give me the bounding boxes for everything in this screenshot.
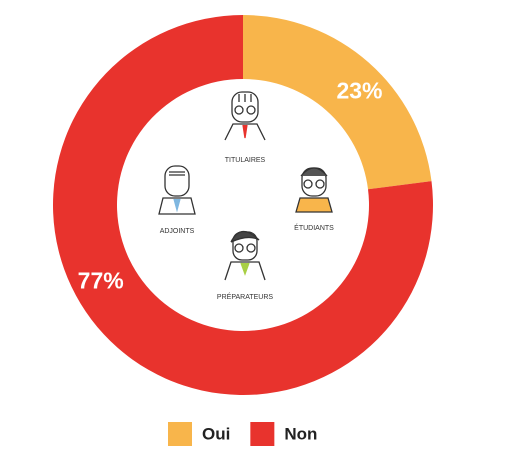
icon-etudiants: [295, 167, 333, 213]
value-label: 23%: [336, 78, 382, 104]
legend-swatch: [250, 422, 275, 446]
icon-titulaires: [224, 91, 266, 141]
annotation: PRÉPARATEURS: [217, 292, 273, 301]
slice: [53, 15, 434, 396]
slice: [243, 15, 432, 190]
annotation: TITULAIRES: [225, 157, 266, 164]
value-label: 77%: [78, 267, 124, 293]
icon-adjoints: [158, 165, 196, 215]
legend-label: Oui: [202, 424, 230, 443]
legend-label: Non: [284, 424, 317, 443]
icon-preparateurs: [224, 230, 266, 281]
annotation: ADJOINTS: [160, 228, 195, 235]
annotation: ÉTUDIANTS: [294, 223, 334, 232]
legend-swatch: [168, 422, 192, 446]
donut: [53, 15, 434, 396]
